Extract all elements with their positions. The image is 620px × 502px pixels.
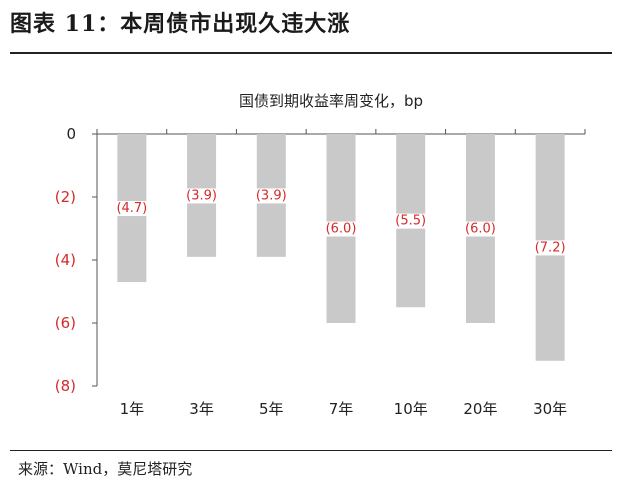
data-label-bg bbox=[324, 221, 358, 237]
data-label: (6.0) bbox=[465, 222, 496, 237]
x-tick-label: 30年 bbox=[533, 400, 567, 418]
y-tick-label: (4) bbox=[55, 251, 76, 269]
data-label-bg bbox=[464, 221, 497, 237]
data-label-bg bbox=[115, 201, 149, 217]
x-tick-label: 1年 bbox=[120, 400, 145, 418]
data-label: (7.2) bbox=[535, 240, 566, 255]
data-label-bg bbox=[254, 188, 288, 204]
x-tick-label: 3年 bbox=[189, 400, 214, 418]
data-label: (3.9) bbox=[256, 188, 287, 203]
y-tick-label: (8) bbox=[55, 377, 76, 395]
data-label: (5.5) bbox=[395, 214, 426, 229]
source-note: 来源：Wind，莫尼塔研究 bbox=[18, 460, 193, 478]
data-label: (6.0) bbox=[326, 222, 357, 237]
x-tick-label: 5年 bbox=[259, 400, 284, 418]
chart-title: 国债到期收益率周变化，bp bbox=[239, 92, 423, 110]
chart-bars bbox=[117, 134, 565, 361]
title-rule bbox=[10, 52, 612, 54]
chart-ticks: 0 (2) (4) (6) (8) 1年 3年 5年 7年 10年 20年 30年 bbox=[55, 125, 567, 418]
x-tick-label: 10年 bbox=[394, 400, 428, 418]
data-label: (3.9) bbox=[186, 188, 217, 203]
chart-data-labels: (4.7) (3.9) (3.9) (6.0) (5.5) (6.0) (7.2) bbox=[115, 188, 567, 256]
data-label: (4.7) bbox=[116, 201, 147, 216]
y-tick-label: 0 bbox=[66, 125, 76, 143]
y-tick-label: (6) bbox=[55, 314, 76, 332]
x-tick-label: 7年 bbox=[329, 400, 354, 418]
data-label-bg bbox=[533, 240, 567, 256]
data-label-bg bbox=[185, 188, 218, 204]
figure-title: 图表 11：本周债市出现久违大涨 bbox=[10, 11, 351, 37]
x-tick-label: 20年 bbox=[463, 400, 497, 418]
source-rule bbox=[10, 450, 612, 451]
y-tick-label: (2) bbox=[55, 188, 76, 206]
data-label-bg bbox=[394, 213, 428, 229]
